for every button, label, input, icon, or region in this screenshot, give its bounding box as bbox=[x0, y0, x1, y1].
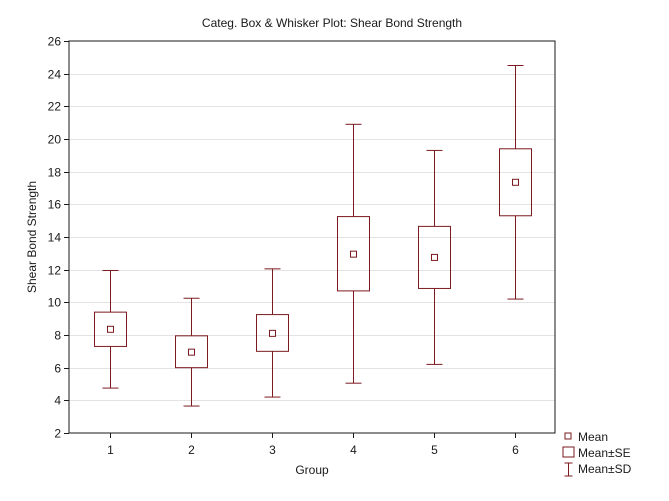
y-tick-label: 12 bbox=[48, 264, 62, 278]
legend-label-mean: Mean bbox=[578, 430, 608, 444]
se-box bbox=[418, 225, 451, 289]
se-box bbox=[256, 314, 289, 352]
x-tick-label: 6 bbox=[512, 443, 519, 457]
sd-whisker-icon bbox=[564, 462, 573, 477]
mean-marker bbox=[269, 329, 276, 337]
legend-item-se: Mean±SE bbox=[562, 446, 631, 460]
y-tick-label: 20 bbox=[48, 133, 62, 147]
y-tick-label: 14 bbox=[48, 231, 62, 245]
mean-marker bbox=[431, 253, 438, 261]
x-axis-ticks: 1 2 3 4 5 6 bbox=[107, 433, 519, 457]
y-tick-label: 2 bbox=[54, 427, 61, 441]
box-group-5 bbox=[418, 149, 451, 365]
legend: Mean Mean±SE Mean±SD bbox=[562, 430, 632, 477]
mean-marker bbox=[350, 250, 357, 258]
mean-marker-icon bbox=[564, 432, 572, 440]
x-tick-label: 2 bbox=[188, 443, 195, 457]
y-tick-label: 4 bbox=[54, 394, 61, 408]
y-tick-label: 8 bbox=[54, 329, 61, 343]
x-tick-label: 3 bbox=[269, 443, 276, 457]
box-group-3 bbox=[256, 268, 289, 398]
legend-item-sd: Mean±SD bbox=[564, 462, 632, 477]
box-group-6 bbox=[499, 65, 532, 300]
y-axis-label: Shear Bond Strength bbox=[25, 181, 39, 293]
se-box bbox=[499, 148, 532, 217]
legend-label-se: Mean±SE bbox=[578, 446, 631, 460]
mean-marker bbox=[107, 325, 114, 333]
chart-title: Categ. Box & Whisker Plot: Shear Bond St… bbox=[202, 16, 462, 30]
mean-marker bbox=[188, 348, 195, 356]
legend-label-sd: Mean±SD bbox=[578, 462, 632, 476]
legend-item-mean: Mean bbox=[564, 430, 608, 444]
y-tick-label: 26 bbox=[48, 35, 62, 49]
y-tick-label: 18 bbox=[48, 166, 62, 180]
box-group-4 bbox=[337, 123, 370, 384]
se-box bbox=[94, 311, 127, 347]
y-tick-label: 24 bbox=[48, 68, 62, 82]
x-axis-label: Group bbox=[295, 463, 329, 477]
se-box-icon bbox=[562, 446, 575, 458]
se-box bbox=[337, 216, 370, 292]
y-tick-label: 6 bbox=[54, 362, 61, 376]
y-tick-label: 16 bbox=[48, 198, 62, 212]
x-tick-label: 1 bbox=[107, 443, 114, 457]
mean-marker bbox=[512, 178, 519, 186]
box-group-1 bbox=[94, 269, 127, 389]
box-group-2 bbox=[175, 297, 208, 407]
x-tick-label: 4 bbox=[350, 443, 357, 457]
se-box bbox=[175, 335, 208, 369]
y-tick-label: 22 bbox=[48, 100, 62, 114]
box-series bbox=[94, 65, 532, 407]
grid-lines bbox=[69, 74, 555, 401]
x-tick-label: 5 bbox=[431, 443, 438, 457]
y-tick-label: 10 bbox=[48, 296, 62, 310]
